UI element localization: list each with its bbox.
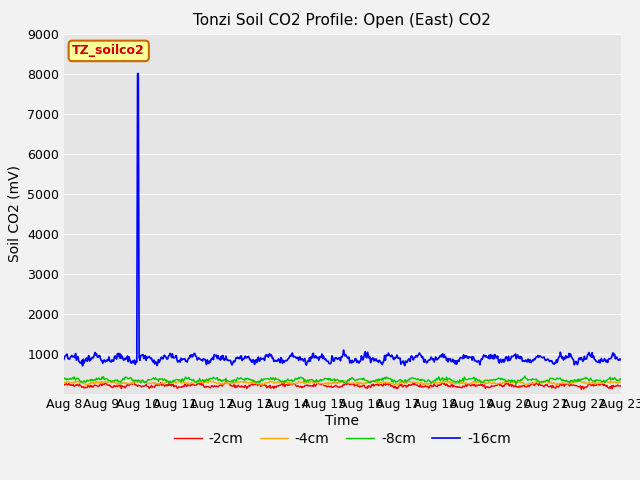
-8cm <box>127 375 135 381</box>
-16cm <box>60 356 68 362</box>
Line: -2cm: -2cm <box>64 381 621 389</box>
-16cm <box>412 353 419 359</box>
-8cm <box>70 374 78 380</box>
-8cm <box>513 381 520 387</box>
Title: Tonzi Soil CO2 Profile: Open (East) CO2: Tonzi Soil CO2 Profile: Open (East) CO2 <box>193 13 492 28</box>
-16cm <box>215 356 223 361</box>
-4cm <box>259 382 267 388</box>
-8cm <box>410 376 418 382</box>
-2cm <box>428 382 435 388</box>
-4cm <box>573 378 580 384</box>
-16cm <box>79 363 86 369</box>
-16cm <box>428 355 436 361</box>
-2cm <box>60 382 68 387</box>
X-axis label: Time: Time <box>325 414 360 428</box>
-4cm <box>617 379 625 385</box>
-16cm <box>186 355 193 361</box>
-16cm <box>134 71 141 76</box>
-8cm <box>521 373 529 379</box>
-2cm <box>411 381 419 386</box>
-2cm <box>70 384 78 389</box>
-4cm <box>70 381 78 386</box>
Line: -4cm: -4cm <box>64 381 621 385</box>
-16cm <box>128 359 136 365</box>
-4cm <box>214 381 221 386</box>
Legend: -2cm, -4cm, -8cm, -16cm: -2cm, -4cm, -8cm, -16cm <box>168 426 516 452</box>
-4cm <box>60 379 68 385</box>
-2cm <box>127 381 135 386</box>
-4cm <box>127 381 135 386</box>
Line: -8cm: -8cm <box>64 376 621 384</box>
-8cm <box>214 374 221 380</box>
-2cm <box>617 383 625 389</box>
-4cm <box>428 381 435 387</box>
-8cm <box>184 375 192 381</box>
-8cm <box>60 376 68 382</box>
-2cm <box>214 384 221 389</box>
Text: TZ_soilco2: TZ_soilco2 <box>72 44 145 58</box>
-8cm <box>617 376 625 382</box>
-4cm <box>184 379 192 385</box>
Line: -16cm: -16cm <box>64 73 621 366</box>
-2cm <box>222 378 230 384</box>
-4cm <box>411 379 419 385</box>
-16cm <box>617 357 625 362</box>
-8cm <box>426 379 434 384</box>
-2cm <box>577 386 585 392</box>
-2cm <box>184 383 192 389</box>
-16cm <box>70 353 78 359</box>
Y-axis label: Soil CO2 (mV): Soil CO2 (mV) <box>8 165 22 262</box>
